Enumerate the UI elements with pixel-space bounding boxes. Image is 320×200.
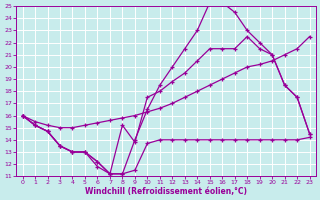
X-axis label: Windchill (Refroidissement éolien,°C): Windchill (Refroidissement éolien,°C) [85,187,247,196]
